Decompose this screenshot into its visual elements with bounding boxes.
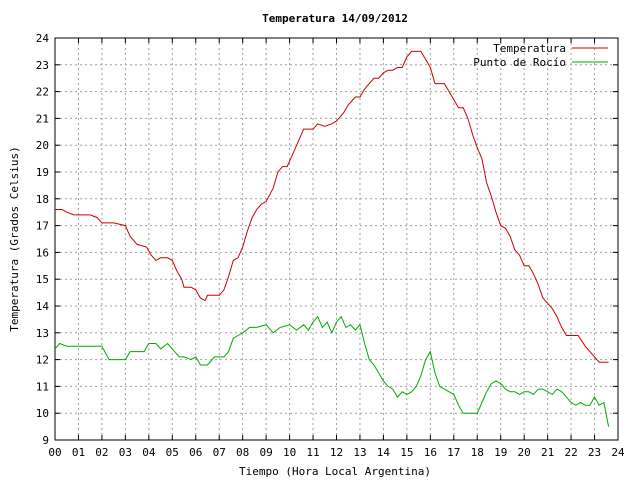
x-tick-label: 09 <box>260 446 273 459</box>
y-tick-label: 9 <box>42 434 49 447</box>
x-tick-label: 13 <box>353 446 366 459</box>
x-tick-label: 18 <box>471 446 484 459</box>
y-axis: 9 10 11 12 13 14 15 16 17 18 19 20 21 22 23 24 <box>36 32 618 447</box>
y-tick-label: 10 <box>36 407 49 420</box>
series-lines <box>54 50 610 427</box>
y-tick-label: 13 <box>36 327 49 340</box>
x-tick-label: 22 <box>564 446 577 459</box>
y-tick-label: 20 <box>36 139 49 152</box>
x-tick-label: 05 <box>166 446 179 459</box>
x-tick-label: 20 <box>518 446 531 459</box>
chart-title: Temperatura 14/09/2012 <box>262 12 408 25</box>
legend-label-temperatura: Temperatura <box>493 42 566 55</box>
x-axis-label: Tiempo (Hora Local Argentina) <box>239 465 431 478</box>
y-tick-label: 21 <box>36 112 49 125</box>
x-tick-label: 12 <box>330 446 343 459</box>
x-tick-label: 01 <box>72 446 85 459</box>
series-line-temperatura <box>55 50 609 363</box>
x-tick-label: 11 <box>306 446 319 459</box>
y-tick-label: 19 <box>36 166 49 179</box>
x-tick-label: 17 <box>447 446 460 459</box>
x-tick-label: 02 <box>95 446 108 459</box>
x-tick-label: 00 <box>48 446 61 459</box>
y-tick-label: 17 <box>36 220 49 233</box>
x-tick-label: 07 <box>213 446 226 459</box>
legend-label-punto-de-rocio: Punto de Rocío <box>473 56 566 69</box>
series-line-punto-de-rocio <box>54 315 610 427</box>
y-tick-label: 11 <box>36 380 49 393</box>
y-tick-label: 24 <box>36 32 50 45</box>
x-tick-label: 16 <box>424 446 437 459</box>
x-tick-label: 14 <box>377 446 391 459</box>
grid-lines <box>55 38 618 440</box>
x-tick-label: 08 <box>236 446 249 459</box>
y-tick-label: 22 <box>36 86 49 99</box>
x-tick-label: 10 <box>283 446 296 459</box>
x-tick-label: 21 <box>541 446 554 459</box>
x-axis: 00 01 02 03 04 05 06 07 08 09 10 11 12 13 14 15 16 17 18 19… <box>48 38 625 459</box>
x-tick-label: 03 <box>119 446 132 459</box>
x-tick-label: 24 <box>611 446 625 459</box>
y-axis-label: Temperatura (Grados Celsius) <box>8 146 21 331</box>
y-tick-label: 15 <box>36 273 49 286</box>
x-tick-label: 06 <box>189 446 202 459</box>
y-tick-label: 23 <box>36 59 49 72</box>
x-tick-label: 19 <box>494 446 507 459</box>
x-tick-label: 23 <box>588 446 601 459</box>
y-tick-label: 16 <box>36 246 49 259</box>
x-tick-label: 04 <box>142 446 156 459</box>
x-tick-label: 15 <box>400 446 413 459</box>
y-tick-label: 12 <box>36 354 49 367</box>
y-tick-label: 14 <box>36 300 50 313</box>
y-tick-label: 18 <box>36 193 49 206</box>
